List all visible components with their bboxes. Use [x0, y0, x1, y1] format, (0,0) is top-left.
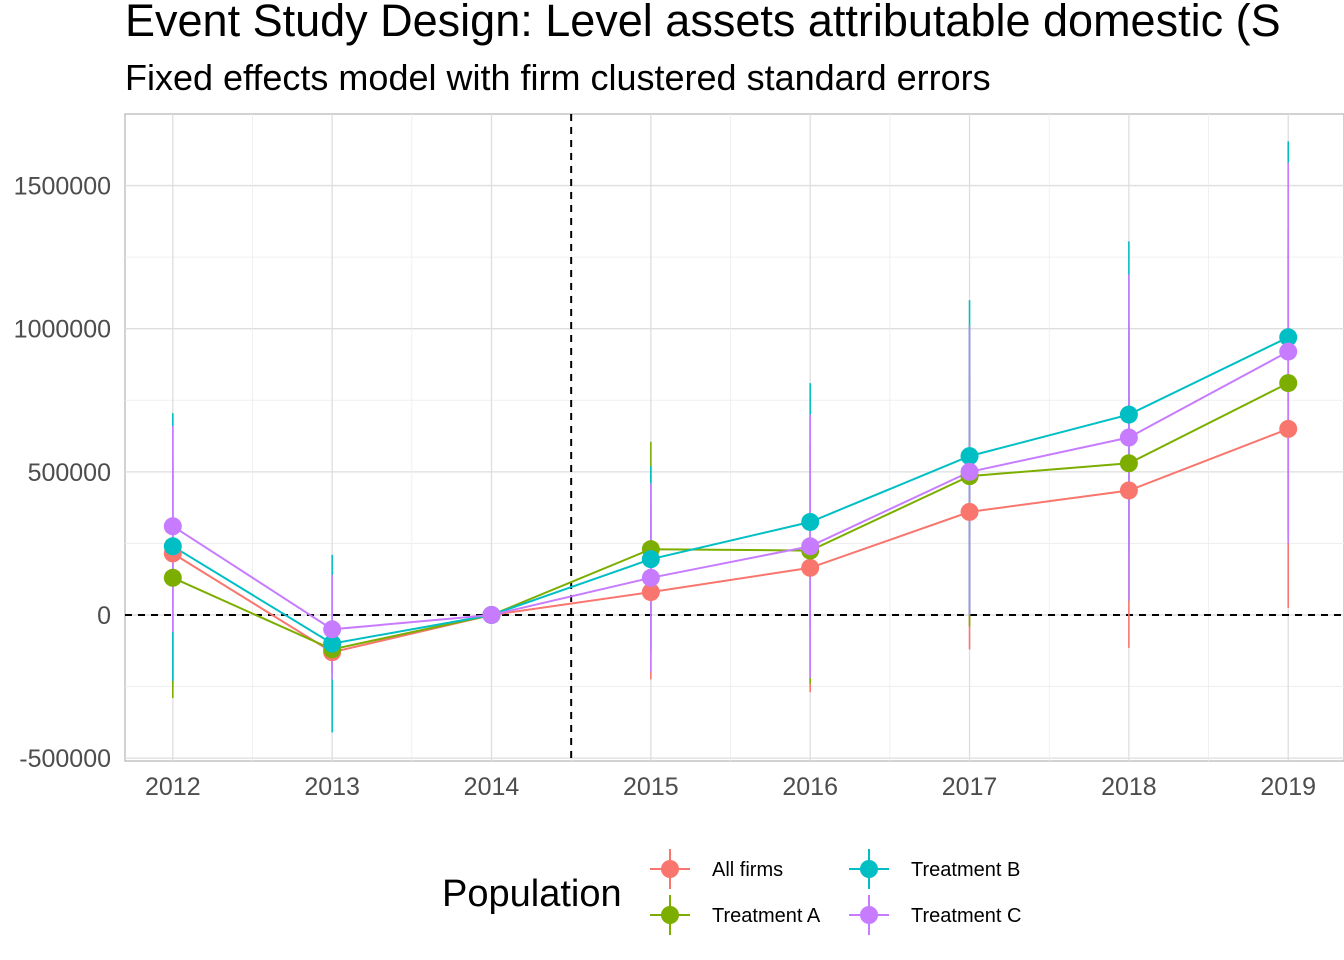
x-tick-label: 2012: [145, 773, 201, 801]
point-treatment-b-2017: [960, 447, 979, 466]
series-layer: [163, 141, 1298, 733]
point-treatment-c-2016: [801, 537, 820, 556]
x-tick-label: 2017: [942, 773, 998, 801]
point-all-firms-2015: [641, 583, 660, 602]
point-treatment-c-2015: [641, 568, 660, 587]
point-treatment-a-2012: [163, 568, 182, 587]
legend-title: Population: [442, 873, 622, 915]
series-line-treatment-b: [172, 336, 1289, 645]
y-tick-label: 1500000: [14, 173, 111, 201]
plot-panel: [124, 113, 1344, 762]
point-treatment-a-2018: [1119, 454, 1138, 473]
point-treatment-b-2012: [163, 537, 182, 556]
x-tick-label: 2016: [782, 773, 838, 801]
series-line-treatment-a: [172, 382, 1289, 651]
y-tick-label: 0: [97, 602, 111, 630]
legend-item-treatment-a: Treatment A: [650, 895, 821, 935]
point-treatment-c-2017: [960, 462, 979, 481]
y-tick-label: 1000000: [14, 316, 111, 344]
point-all-firms-2016: [801, 558, 820, 577]
legend-label: All firms: [712, 859, 783, 881]
point-treatment-c-2012: [163, 517, 182, 536]
point-treatment-c-2019: [1279, 342, 1298, 361]
series-lines: [172, 336, 1289, 654]
legend-label: Treatment C: [911, 905, 1021, 927]
x-tick-label: 2018: [1101, 773, 1157, 801]
legend-item-treatment-b: Treatment B: [849, 849, 1020, 889]
point-treatment-b-2019: [1279, 328, 1298, 347]
legend-key-point: [860, 860, 878, 878]
legend-item-all-firms: All firms: [650, 849, 783, 889]
x-tick-label: 2014: [464, 773, 520, 801]
legend-key-point: [661, 906, 679, 924]
legend-item-treatment-c: Treatment C: [849, 895, 1021, 935]
series-line-all-firms: [172, 427, 1289, 654]
point-all-firms-2018: [1119, 481, 1138, 500]
y-tick-label: -500000: [19, 745, 111, 773]
point-all-firms-2017: [960, 502, 979, 521]
legend: Population All firms Treatment A Treatment…: [442, 849, 1021, 935]
chart-title: Event Study Design: Level assets attribu…: [125, 0, 1281, 46]
reference-lines: [125, 114, 1344, 761]
point-all-firms-2019: [1279, 419, 1298, 438]
legend-label: Treatment B: [911, 859, 1020, 881]
point-treatment-c-2018: [1119, 428, 1138, 447]
point-treatment-b-2013: [323, 634, 342, 653]
series-points: [163, 328, 1298, 662]
x-tick-label: 2013: [304, 773, 360, 801]
legend-key-point: [661, 860, 679, 878]
legend-label: Treatment A: [712, 905, 821, 927]
x-tick-label: 2015: [623, 773, 679, 801]
chart-subtitle: Fixed effects model with firm clustered …: [125, 57, 991, 98]
legend-key-point: [860, 906, 878, 924]
y-tick-label: 500000: [28, 459, 111, 487]
point-treatment-b-2015: [641, 550, 660, 569]
point-treatment-c-2013: [323, 620, 342, 639]
point-treatment-a-2019: [1279, 374, 1298, 393]
point-treatment-b-2016: [801, 512, 820, 531]
point-treatment-b-2018: [1119, 405, 1138, 424]
series-line-treatment-c: [172, 350, 1289, 631]
point-treatment-c-2014: [482, 605, 501, 624]
x-tick-label: 2019: [1260, 773, 1316, 801]
axis-tick-labels: -500000 0 500000 1000000 1500000 2012 2013 2014…: [14, 173, 1316, 801]
